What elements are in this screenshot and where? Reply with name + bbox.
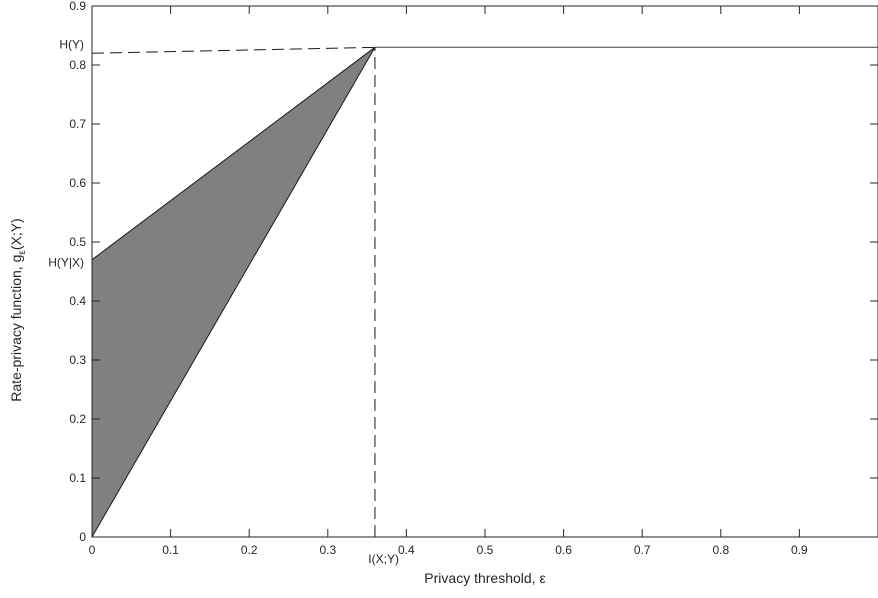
y-tick-label: 0.2 [69,412,86,426]
y-tick-label: 0.6 [69,176,86,190]
dashed-line-hy-guide [91,46,375,54]
y-tick-label: 0.3 [69,353,86,367]
y-tick-label: 0.4 [69,294,86,308]
y-axis-label-main: Rate-privacy function, g [8,255,24,402]
annotation-hy: H(Y) [59,37,84,51]
x-tick-label: 0.3 [319,543,336,557]
y-tick-label: 0 [79,530,86,544]
y-tick-label: 0.1 [69,471,86,485]
x-tick-label: 0.2 [241,543,258,557]
upper-bound-line [91,46,376,261]
annotation-ixy: I(X;Y) [368,552,399,566]
x-tick-label: 0.6 [555,543,572,557]
x-tick-label: 0.4 [398,543,415,557]
x-tick-label: 0.1 [162,543,179,557]
y-axis-label-tail: (X;Y) [8,218,24,250]
lower-bound-line [91,47,376,538]
y-tick-label: 0.7 [69,117,86,131]
x-tick-label: 0.9 [791,543,808,557]
y-axis-label-sub: ε [17,250,28,255]
lines-layer [91,46,878,538]
x-tick-label: 0.7 [634,543,651,557]
annotation-hyx: H(Y|X) [48,256,84,270]
y-tick-label: 0.5 [69,235,86,249]
ticks-layer: 0 0.1 0.2 0.3 0.4 0.5 0.6 0.7 0.8 0.9 0 0.1 0.2 0.3 0.… [69,0,878,557]
x-axis-label: Privacy threshold, ε [424,570,545,586]
y-axis-label: Rate-privacy function, gε(X;Y) [8,218,28,401]
x-tick-label: 0.5 [477,543,494,557]
x-tick-label: 0.8 [712,543,729,557]
y-tick-label: 0.9 [69,0,86,13]
x-tick-label: 0 [89,543,96,557]
y-tick-label: 0.8 [69,58,86,72]
text-layer: Privacy threshold, ε H(Y) H(Y|X) I(X;Y) … [8,37,546,586]
